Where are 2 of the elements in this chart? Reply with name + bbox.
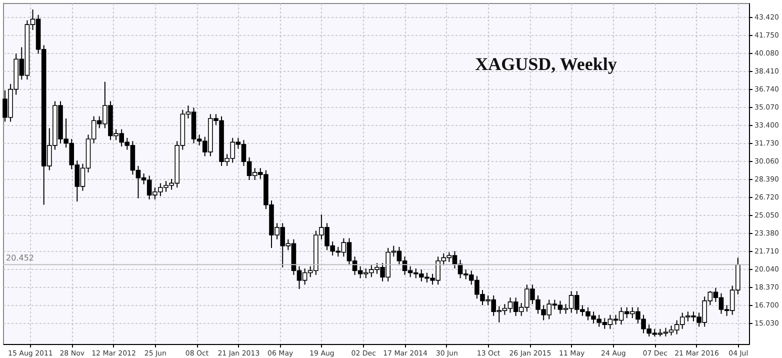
- text: XAGUSD, Weekly: [475, 54, 617, 74]
- ref-line-label: 20.452: [6, 254, 34, 263]
